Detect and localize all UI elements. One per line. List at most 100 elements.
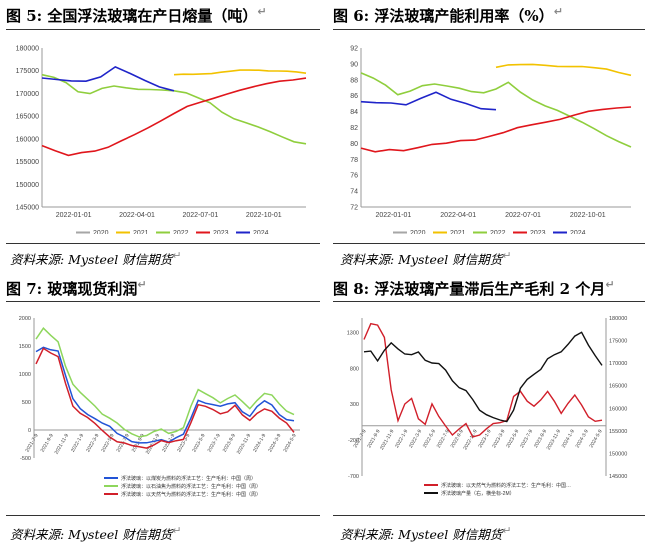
- y-tick-label: 2000: [19, 316, 31, 322]
- y-tick-label: 82: [350, 125, 358, 132]
- caption-rule-right-2: [333, 301, 645, 302]
- fig6-caption: 图 6: 浮法玻璃产能利用率（%） ↵: [333, 5, 563, 25]
- x-tick-label: 2021-11-9: [54, 433, 71, 456]
- series-line-2022: [360, 72, 632, 148]
- source-rule-right-1: [333, 243, 645, 244]
- y-left-tick-label: -200: [348, 438, 359, 444]
- y-tick-label: 80: [350, 141, 358, 148]
- legend-label-2021: 2021: [450, 230, 466, 234]
- x-tick-label: 2022-01-01: [56, 212, 92, 219]
- x-tick-label: 2022-10-01: [570, 212, 606, 219]
- y-tick-label: 500: [22, 400, 31, 406]
- y-right-tick-label: 175000: [609, 339, 627, 345]
- x-tick-label: 2022-04-01: [440, 212, 476, 219]
- series-line-coal: [35, 346, 295, 444]
- x-tick-label: 2023-7-9: [207, 433, 222, 454]
- y-tick-label: 1500: [19, 344, 31, 350]
- legend-label-2020: 2020: [93, 230, 109, 234]
- fig5-chart: 145000 150000 155000 160000 165000 170000 1750…: [16, 46, 307, 234]
- x-tick-label: 2022-3-9: [85, 433, 100, 454]
- caption-rule-right: [333, 29, 645, 30]
- fig8-source: 资料来源: Mysteel 财信期货 ↵: [340, 524, 512, 542]
- x-tick-label: 2022-07-01: [182, 212, 218, 219]
- x-tick-label: 2022-11-9: [145, 433, 162, 456]
- return-mark: ↵: [553, 5, 563, 18]
- y-right-tick-label: 170000: [609, 361, 627, 367]
- legend-label-2021: 2021: [133, 230, 149, 234]
- series-line-2022: [41, 73, 307, 145]
- return-mark: ↵: [257, 5, 267, 18]
- caption-rule-left: [6, 29, 320, 30]
- fig7-chart: -500 0 500 1000 1500 2000 2021-7-9 2021-9-92021…: [19, 316, 300, 498]
- y-tick-label: 92: [350, 46, 358, 53]
- fig7-caption: 图 7: 玻璃现货利润 ↵: [6, 278, 147, 298]
- series-line-2021: [495, 63, 632, 77]
- x-tick-label: 2023-5-9: [191, 433, 206, 454]
- legend-label-0: 浮法玻璃：以煤炭为燃料的浮法工艺：生产毛利：中国（周）: [121, 475, 256, 482]
- legend-label-2022: 2022: [173, 230, 189, 234]
- fig7-source: 资料来源: Mysteel 财信期货 ↵: [10, 524, 182, 542]
- series-line-2023: [360, 106, 632, 153]
- source-rule-left-1: [6, 243, 320, 244]
- fig8-chart: -700 -200 300 800 1300 145000 150000 155000 1600…: [347, 316, 628, 497]
- fig6-chart: 72 74 76 78 80 82 84 86 88 90 92 2022-01-01 2022-04-…: [350, 46, 632, 234]
- series-line-2024: [360, 91, 497, 111]
- y-left-tick-label: 800: [350, 366, 359, 372]
- y-tick-label: 84: [350, 109, 358, 116]
- legend-label-2023: 2023: [530, 230, 546, 234]
- legend-label-2022: 2022: [490, 230, 506, 234]
- y-tick-label: 0: [28, 428, 31, 434]
- y-tick-label: 160000: [16, 136, 39, 143]
- x-tick-label: 2024-5-9: [283, 433, 298, 454]
- fig8-caption: 图 8: 浮法玻璃产量滞后生产毛利 2 个月 ↵: [333, 278, 615, 298]
- y-tick-label: 78: [350, 157, 358, 164]
- y-tick-label: 165000: [16, 114, 39, 121]
- y-tick-label: 86: [350, 93, 358, 100]
- x-tick-label: 2022-10-01: [246, 212, 282, 219]
- y-tick-label: 170000: [16, 91, 39, 98]
- y-tick-label: 88: [350, 77, 358, 84]
- x-tick-label: 2022-01-01: [375, 212, 411, 219]
- series-line-2024: [41, 65, 175, 92]
- y-right-tick-label: 165000: [609, 384, 627, 390]
- y-tick-label: 76: [350, 173, 358, 180]
- x-tick-label: 2024-3-9: [267, 433, 282, 454]
- x-tick-label: 2021-7-9: [25, 433, 40, 454]
- legend-label-1: 浮法玻璃产量（右，横坐标-2M）: [441, 490, 515, 497]
- x-tick-label: 2023-11-9: [236, 433, 253, 456]
- y-right-tick-label: 155000: [609, 429, 627, 435]
- y-right-tick-label: 150000: [609, 451, 627, 457]
- y-tick-label: 145000: [16, 205, 39, 212]
- y-right-tick-label: 180000: [609, 316, 627, 322]
- x-tick-label: 2024-1-9: [252, 433, 267, 454]
- y-tick-label: 180000: [16, 46, 39, 53]
- y-tick-label: 150000: [16, 182, 39, 189]
- series-line-petcoke: [35, 327, 295, 438]
- y-tick-label: 1000: [19, 372, 31, 378]
- x-tick-label: 2022-07-01: [505, 212, 541, 219]
- legend-label-2020: 2020: [410, 230, 426, 234]
- x-tick-label: 2022-1-9: [70, 433, 85, 454]
- series-line-产量: [363, 331, 603, 423]
- x-tick-label: 2023-11-9: [546, 429, 563, 452]
- legend-label-2024: 2024: [570, 230, 586, 234]
- series-line-2021: [173, 69, 307, 76]
- series-line-2023: [41, 77, 307, 157]
- legend-label-2: 浮法玻璃：以天然气为燃料的浮法工艺：生产毛利：中国（周）: [121, 491, 261, 498]
- series-line-毛利: [363, 322, 603, 438]
- fig6-source: 资料来源: Mysteel 财信期货 ↵: [340, 249, 512, 267]
- x-tick-label: 2021-11-9: [379, 429, 396, 452]
- legend-label-1: 浮法玻璃：以石油焦为燃料的浮法工艺：生产毛利：中国（周）: [121, 483, 261, 490]
- legend-label-2024: 2024: [253, 230, 269, 234]
- y-right-tick-label: 160000: [609, 406, 627, 412]
- legend-label-2023: 2023: [213, 230, 229, 234]
- y-tick-label: 74: [350, 189, 358, 196]
- y-tick-label: 155000: [16, 159, 39, 166]
- x-tick-label: 2024-5-9: [589, 429, 604, 450]
- y-tick-label: 90: [350, 61, 358, 68]
- y-tick-label: 175000: [16, 68, 39, 75]
- caption-rule-left-2: [6, 301, 320, 302]
- x-tick-label: 2021-9-9: [40, 433, 55, 454]
- fig5-source: 资料来源: Mysteel 财信期货 ↵: [10, 249, 182, 267]
- y-left-tick-label: 1300: [347, 330, 359, 336]
